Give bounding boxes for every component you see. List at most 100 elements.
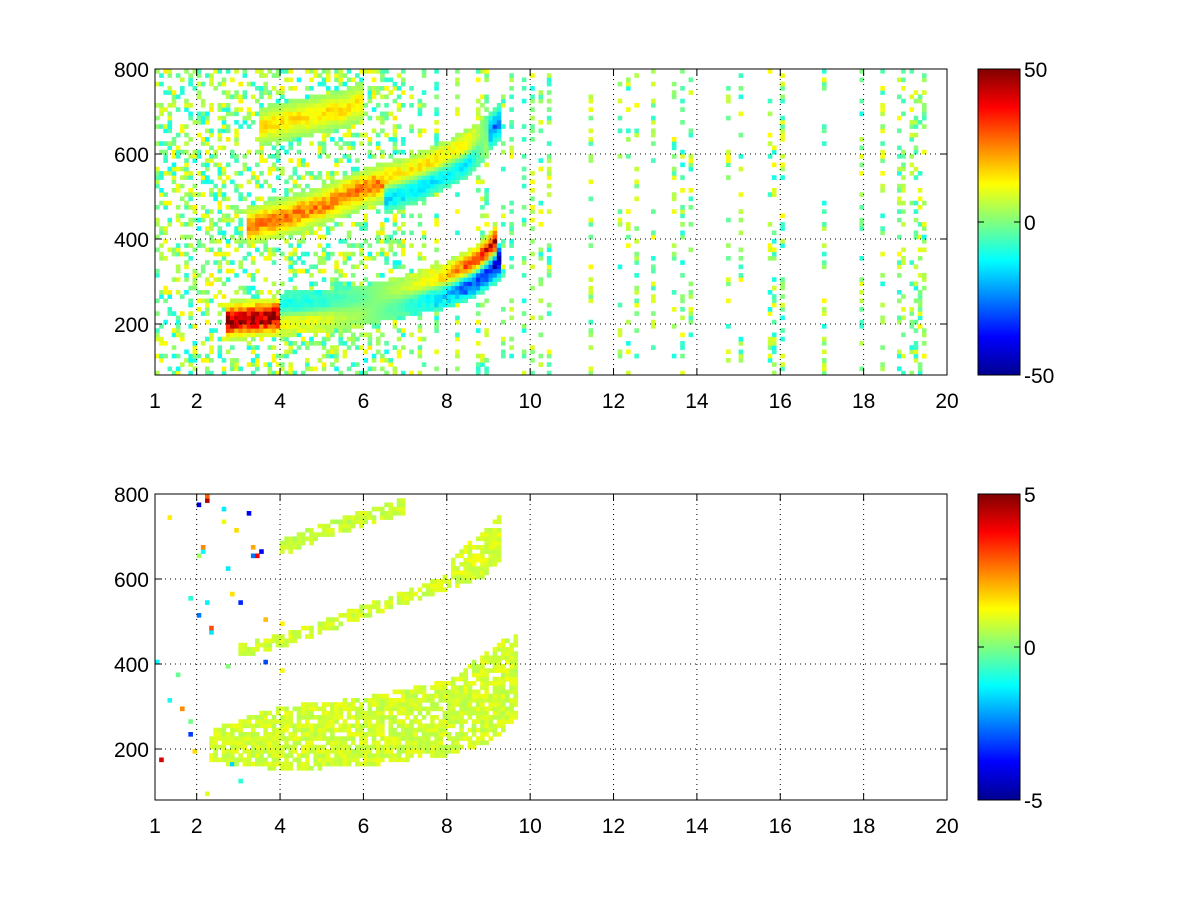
heatmap-cell (246, 222, 252, 227)
heatmap-cell (371, 519, 377, 525)
heatmap-cell (421, 307, 427, 312)
heatmap-cell (334, 353, 339, 359)
heatmap-cell (217, 302, 223, 308)
heatmap-cell (375, 702, 381, 707)
heatmap-cell (626, 81, 631, 87)
heatmap-cell (392, 324, 398, 329)
heatmap-cell (901, 332, 906, 338)
heatmap-cell (321, 311, 327, 316)
heatmap-cell (338, 107, 343, 112)
heatmap-cell (455, 715, 460, 720)
heatmap-cell (771, 298, 777, 304)
heatmap-cell (275, 217, 281, 223)
heatmap-cell (221, 171, 227, 176)
heatmap-cell (430, 290, 435, 295)
heatmap-cell (434, 744, 439, 750)
heatmap-cell (355, 608, 360, 614)
heatmap-cell (250, 358, 256, 363)
heatmap-cell (188, 81, 193, 87)
heatmap-cell (434, 162, 439, 168)
heatmap-cell (434, 328, 439, 333)
heatmap-cell (317, 621, 323, 627)
heatmap-cell (484, 260, 489, 265)
heatmap-cell (342, 132, 348, 138)
heatmap-cell (480, 247, 485, 253)
heatmap-cell (421, 183, 427, 189)
heatmap-cell (509, 145, 514, 151)
heatmap-cell (338, 753, 343, 758)
heatmap-cell (267, 345, 273, 350)
heatmap-cell (917, 120, 923, 125)
heatmap-cell (367, 192, 373, 197)
heatmap-cell (492, 655, 498, 661)
heatmap-cell (334, 107, 339, 112)
heatmap-cell (380, 128, 385, 134)
heatmap-cell (471, 260, 477, 265)
heatmap-cell (284, 230, 289, 236)
heatmap-cell (321, 137, 327, 142)
heatmap-cell (880, 345, 885, 350)
heatmap-cell (280, 115, 285, 121)
heatmap-cell (192, 205, 198, 210)
heatmap-cell (434, 579, 439, 584)
heatmap-cell (405, 600, 410, 605)
heatmap-cell (284, 353, 289, 359)
heatmap-cell (317, 736, 323, 741)
heatmap-cell (363, 188, 368, 193)
heatmap-cell (859, 111, 865, 117)
heatmap-cell (217, 353, 223, 359)
heatmap-cell (234, 94, 239, 100)
heatmap-cell (500, 693, 506, 699)
heatmap-cell (213, 328, 218, 333)
heatmap-cell (296, 103, 302, 108)
heatmap-cell (242, 196, 248, 202)
heatmap-cell (405, 693, 410, 699)
heatmap-cell (225, 761, 231, 767)
heatmap-cell (346, 200, 352, 206)
heatmap-cell (400, 298, 406, 304)
heatmap-cell (200, 243, 206, 248)
heatmap-cell (255, 732, 260, 737)
heatmap-cell (205, 358, 210, 363)
heatmap-cell (167, 120, 173, 125)
heatmap-cell (405, 179, 410, 185)
heatmap-cell (400, 732, 406, 737)
heatmap-cell (350, 732, 356, 737)
heatmap-cell (471, 256, 477, 261)
heatmap-cell (355, 362, 360, 367)
heatmap-cell (409, 94, 414, 100)
heatmap-cell (467, 553, 473, 559)
heatmap-cell (234, 332, 239, 338)
heatmap-cell (530, 98, 535, 104)
heatmap-cell (384, 294, 389, 299)
heatmap-cell (267, 732, 273, 737)
heatmap-cell (492, 549, 498, 554)
heatmap-cell (355, 209, 360, 214)
heatmap-cell (317, 298, 323, 304)
heatmap-cell (321, 625, 327, 631)
heatmap-cell (300, 217, 306, 223)
heatmap-cell (255, 69, 260, 74)
heatmap-cell (342, 141, 348, 146)
heatmap-cell (175, 353, 181, 359)
heatmap-cell (350, 281, 356, 287)
heatmap-cell (413, 689, 419, 695)
heatmap-cell (267, 370, 273, 376)
heatmap-cell (484, 681, 489, 686)
heatmap-cell (305, 706, 310, 712)
heatmap-cell (267, 205, 273, 210)
heatmap-cell (350, 251, 356, 257)
heatmap-cell (296, 230, 302, 236)
heatmap-cell (155, 353, 160, 359)
heatmap-cell (209, 145, 214, 151)
heatmap-cell (492, 111, 498, 117)
heatmap-cell (188, 353, 193, 359)
heatmap-cell (309, 200, 314, 206)
heatmap-cell (246, 315, 252, 321)
heatmap-cell (225, 749, 231, 754)
heatmap-cell (771, 349, 777, 355)
heatmap-cell (238, 647, 243, 652)
heatmap-cell (271, 715, 277, 720)
heatmap-cell (513, 642, 519, 648)
heatmap-cell (546, 243, 552, 248)
